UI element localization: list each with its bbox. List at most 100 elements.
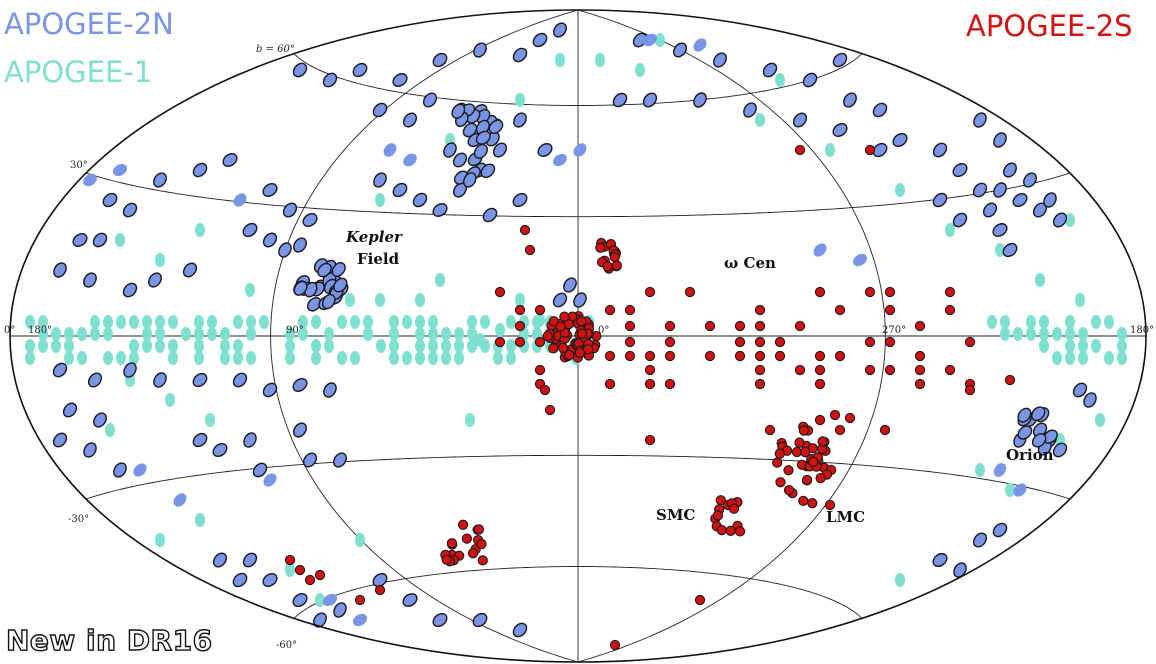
apogee-2s-field xyxy=(514,304,526,316)
sky-boundary xyxy=(9,9,1147,663)
apogee-2s-field xyxy=(564,349,575,361)
apogee-2n-field xyxy=(323,593,337,607)
apogee-2n-field xyxy=(553,22,567,38)
apogee-2n-field xyxy=(292,62,308,78)
apogee-2n-field xyxy=(122,282,138,298)
apogee-2n-fields xyxy=(52,22,1097,638)
apogee-2s-field xyxy=(754,320,766,332)
apogee-1-field xyxy=(375,293,385,307)
apogee-1-field xyxy=(337,315,347,329)
apogee-2n-field xyxy=(993,132,1007,148)
apogee-1-field xyxy=(103,351,113,365)
apogee-2s-field xyxy=(725,525,736,536)
label-l-0: 0° xyxy=(598,325,609,336)
apogee-2s-field xyxy=(534,364,546,376)
apogee-2s-field xyxy=(944,304,956,316)
apogee-1-field xyxy=(285,327,295,341)
apogee-2n-field xyxy=(1043,192,1057,208)
apogee-1-field xyxy=(25,339,35,353)
apogee-1-field xyxy=(25,315,35,329)
apogee-2n-field xyxy=(293,280,308,296)
apogee-2n-field xyxy=(932,192,948,208)
apogee-1-field xyxy=(103,327,113,341)
apogee-1-field xyxy=(311,339,321,353)
apogee-2s-field xyxy=(574,347,585,358)
apogee-2n-field xyxy=(492,142,508,158)
apogee-1-field xyxy=(103,315,113,329)
apogee-1-field xyxy=(1117,327,1127,341)
apogee-2s-field xyxy=(611,260,622,271)
apogee-2s-field xyxy=(559,311,570,322)
apogee-2n-field xyxy=(643,33,657,47)
apogee-1-field xyxy=(428,339,438,353)
apogee-1-field xyxy=(465,413,475,427)
apogee-2n-field xyxy=(1017,425,1033,440)
apogee-2n-field xyxy=(563,277,577,293)
apogee-2s-field xyxy=(734,526,746,537)
apogee-2s-field xyxy=(694,594,706,606)
apogee-1-field xyxy=(105,423,115,437)
apogee-2n-field xyxy=(1002,242,1018,258)
apogee-1-field xyxy=(25,351,35,365)
apogee-1-field xyxy=(1117,339,1127,353)
apogee-2n-field xyxy=(87,372,103,388)
apogee-2n-field xyxy=(1052,212,1068,228)
apogee-1-field xyxy=(1000,327,1010,341)
apogee-1-field xyxy=(1013,327,1023,341)
apogee-1-field xyxy=(142,327,152,341)
apogee-2n-field xyxy=(972,182,988,198)
apogee-1-field xyxy=(168,351,178,365)
apogee-2n-field xyxy=(123,362,137,378)
apogee-2n-field xyxy=(762,62,778,78)
apogee-2s-field xyxy=(754,304,766,316)
apogee-2s-field xyxy=(539,384,551,396)
legend-apogee-1: APOGEE-1 xyxy=(4,55,153,89)
apogee-2s-field xyxy=(604,304,616,316)
apogee-1-field xyxy=(129,351,139,365)
apogee-1-field xyxy=(1065,327,1075,341)
apogee-2n-field xyxy=(263,473,277,487)
apogee-1-field xyxy=(155,327,165,341)
apogee-2s-field xyxy=(644,350,656,362)
apogee-1-field xyxy=(1104,351,1114,365)
apogee-2n-field xyxy=(932,552,948,568)
apogee-2s-field xyxy=(548,343,559,354)
apogee-2s-field xyxy=(519,224,531,236)
apogee-2n-field xyxy=(952,212,968,228)
apogee-1-field xyxy=(1035,273,1045,287)
apogee-2s-field xyxy=(817,436,828,447)
apogee-2s-field xyxy=(834,304,846,316)
apogee-2n-field xyxy=(383,143,397,157)
apogee-1-field xyxy=(1065,339,1075,353)
apogee-2n-field xyxy=(953,562,967,578)
apogee-2s-field xyxy=(864,144,876,156)
apogee-1-field xyxy=(311,315,321,329)
apogee-2s-field xyxy=(834,350,846,362)
apogee-1-field xyxy=(233,315,243,329)
apogee-2n-field xyxy=(62,402,78,418)
apogee-2n-field xyxy=(192,162,208,178)
apogee-1-field xyxy=(389,315,399,329)
apogee-2s-field xyxy=(807,498,818,509)
apogee-1-field xyxy=(259,315,269,329)
label-l-180-left: 180° xyxy=(28,325,52,336)
apogee-2n-field xyxy=(552,292,568,308)
apogee-1-field xyxy=(1078,339,1088,353)
apogee-1-field xyxy=(1095,413,1105,427)
apogee-1-field xyxy=(129,315,139,329)
apogee-2n-field xyxy=(992,223,1008,237)
apogee-1-field xyxy=(1091,315,1101,329)
apogee-1-field xyxy=(220,339,230,353)
apogee-1-field xyxy=(454,327,464,341)
apogee-2n-field xyxy=(473,143,488,159)
legend-apogee-2n: APOGEE-2N xyxy=(4,7,174,41)
apogee-2n-field xyxy=(306,297,322,312)
apogee-1-field xyxy=(155,339,165,353)
apogee-2s-field xyxy=(774,350,786,362)
apogee-2s-field xyxy=(964,384,976,396)
apogee-2s-field xyxy=(944,364,956,376)
apogee-2n-field xyxy=(993,182,1007,198)
label-b-60: b = 60° xyxy=(256,44,295,55)
apogee-2s-field xyxy=(864,286,876,298)
apogee-2n-field xyxy=(392,182,408,198)
